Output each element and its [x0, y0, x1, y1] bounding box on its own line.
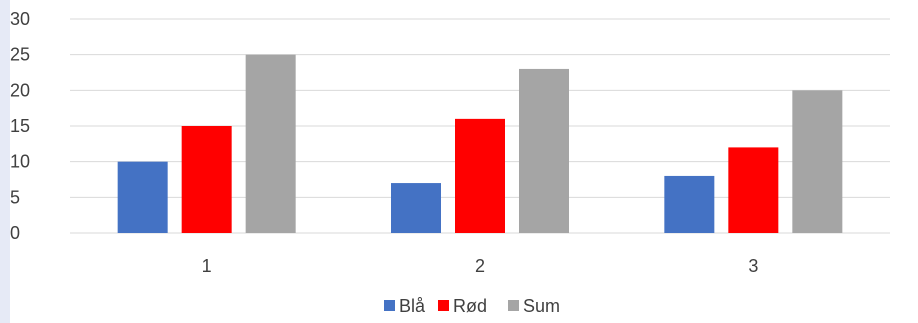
x-axis: 1 2 3 — [202, 256, 759, 276]
y-axis: 0 5 10 15 20 25 30 — [10, 9, 30, 243]
bar-blå-1 — [117, 161, 168, 233]
y-tick-label: 0 — [10, 223, 20, 243]
y-tick-label: 20 — [10, 80, 30, 100]
bar-blå-2 — [391, 183, 441, 233]
x-tick-label: 2 — [475, 256, 485, 276]
y-tick-label: 25 — [10, 45, 30, 65]
bars — [117, 54, 843, 233]
y-tick-label: 5 — [10, 187, 20, 207]
legend: Blå Rød Sum — [384, 296, 560, 316]
x-tick-label: 3 — [748, 256, 758, 276]
bar-rød-2 — [455, 118, 505, 233]
y-tick-label: 15 — [10, 116, 30, 136]
legend-label-sum: Sum — [523, 296, 560, 316]
bar-rød-3 — [728, 147, 779, 233]
bar-blå-3 — [664, 175, 715, 233]
bar-sum-2 — [519, 68, 569, 233]
bar-sum-1 — [245, 54, 296, 233]
bar-sum-3 — [792, 90, 843, 233]
legend-label-rød: Rød — [453, 296, 487, 316]
y-tick-label: 30 — [10, 9, 30, 29]
left-edge-strip — [0, 0, 10, 323]
legend-swatch-sum — [508, 300, 519, 311]
legend-label-blå: Blå — [399, 296, 426, 316]
legend-swatch-rød — [438, 300, 449, 311]
bar-rød-1 — [181, 126, 232, 233]
legend-swatch-blå — [384, 300, 395, 311]
y-tick-label: 10 — [10, 152, 30, 172]
x-tick-label: 1 — [202, 256, 212, 276]
